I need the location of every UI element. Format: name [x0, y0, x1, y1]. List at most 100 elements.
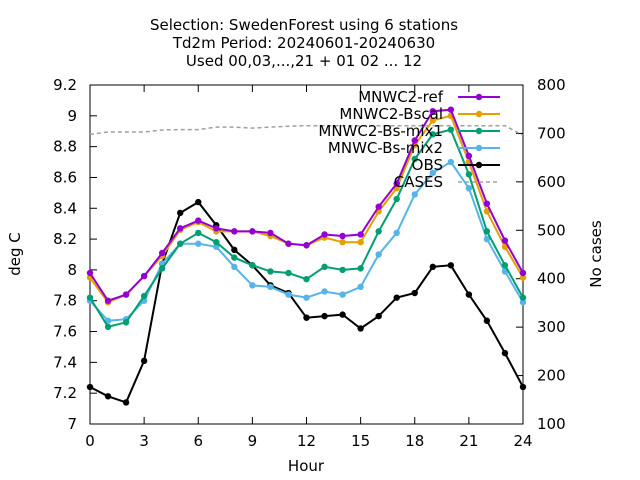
data-point-mnwc2-bs-mix1	[465, 171, 473, 178]
data-point-mnwc2-ref	[411, 137, 418, 144]
data-point-mnwc-bs-mix2	[411, 191, 418, 198]
y-tick-label: 8.2	[53, 230, 77, 248]
x-tick-label: 15	[351, 432, 370, 450]
y-tick-label: 9	[67, 107, 77, 125]
data-point-mnwc2-ref	[357, 231, 364, 238]
data-point-obs	[339, 311, 346, 318]
data-point-mnwc2-bscal	[519, 274, 527, 281]
data-point-obs	[122, 399, 130, 406]
data-point-mnwc-bs-mix2	[285, 291, 292, 298]
series-obs	[86, 198, 527, 406]
data-point-mnwc2-bs-mix1	[357, 265, 364, 272]
data-point-mnwc2-bscal	[429, 117, 436, 124]
data-point-mnwc2-bs-mix1	[285, 269, 292, 277]
data-point-mnwc2-ref	[465, 152, 473, 160]
data-point-obs	[501, 349, 509, 357]
data-point-mnwc2-ref	[447, 106, 455, 113]
data-point-obs	[321, 312, 328, 320]
data-point-mnwc2-bs-mix1	[158, 265, 166, 272]
data-point-mnwc2-bs-mix1	[86, 294, 94, 301]
data-point-mnwc2-bs-mix1	[104, 323, 112, 331]
data-point-mnwc2-bs-mix1	[393, 195, 400, 203]
y-tick-label: 7.6	[53, 323, 77, 341]
series-layer	[86, 106, 527, 406]
data-point-mnwc-bs-mix2	[519, 299, 527, 306]
data-point-mnwc2-ref	[285, 240, 292, 247]
data-point-mnwc2-ref	[501, 237, 509, 244]
chart-title-line-2: Td2m Period: 20240601-20240630	[172, 34, 435, 52]
y-tick-label: 7.4	[53, 353, 77, 371]
data-point-obs	[303, 314, 310, 321]
y2-tick-label: 700	[537, 124, 566, 142]
data-point-obs	[375, 312, 382, 320]
data-point-mnwc2-bscal	[357, 238, 364, 246]
series-mnwc2-bs-mix1	[86, 126, 527, 331]
y-tick-label: 8.4	[53, 199, 77, 217]
legend-label-mnwc2-bs-mix1: MNWC2-Bs-mix1	[318, 122, 443, 140]
data-point-mnwc2-ref	[321, 231, 328, 238]
legend-marker-mnwc-bs-mix2	[475, 144, 483, 152]
y2-tick-label: 300	[537, 318, 566, 336]
chart-title: Selection: SwedenForest using 6 stations…	[150, 16, 458, 70]
data-point-mnwc2-bs-mix1	[375, 228, 382, 235]
legend-label-mnwc2-bscal: MNWC2-Bscal	[339, 105, 443, 123]
data-point-mnwc2-bs-mix1	[303, 275, 310, 283]
y-axis-label: deg C	[6, 232, 24, 276]
data-point-obs	[447, 262, 455, 269]
data-point-mnwc2-ref	[339, 232, 346, 240]
legend-marker-mnwc2-ref	[475, 93, 483, 101]
data-point-mnwc2-ref	[140, 272, 148, 280]
data-point-mnwc2-ref	[519, 269, 527, 277]
y2-tick-label: 400	[537, 270, 566, 288]
data-point-mnwc2-bs-mix1	[195, 229, 202, 237]
legend: MNWC2-refMNWC2-BscalMNWC2-Bs-mix1MNWC-Bs…	[318, 88, 500, 191]
y-tick-label: 9.2	[53, 76, 77, 94]
data-point-mnwc2-bs-mix1	[519, 294, 527, 301]
data-point-obs	[429, 263, 436, 271]
series-line-cases	[89, 124, 524, 137]
x-axis-label: Hour	[288, 457, 325, 475]
series-cases	[89, 124, 524, 137]
data-point-mnwc2-bs-mix1	[213, 238, 220, 246]
y-tick-label: 8.8	[53, 138, 77, 156]
data-point-mnwc-bs-mix2	[321, 288, 328, 295]
data-point-mnwc2-ref	[375, 203, 382, 210]
data-point-obs	[465, 291, 473, 298]
x-tick-label: 9	[248, 432, 258, 450]
data-point-mnwc2-bs-mix1	[447, 126, 455, 133]
data-point-mnwc2-ref	[249, 228, 256, 235]
series-line-mnwc2-bscal	[89, 114, 524, 304]
legend-marker-obs	[475, 161, 483, 169]
data-point-mnwc2-bs-mix1	[140, 292, 148, 300]
data-point-obs	[483, 317, 491, 324]
y2-tick-label: 200	[537, 367, 566, 385]
x-tick-label: 6	[193, 432, 203, 450]
data-point-mnwc2-ref	[483, 200, 491, 207]
data-point-mnwc-bs-mix2	[339, 291, 346, 298]
y-tick-label: 7.2	[53, 384, 77, 402]
data-point-mnwc2-bs-mix1	[321, 263, 328, 271]
data-point-mnwc2-bscal	[483, 208, 491, 215]
data-point-mnwc2-ref	[104, 297, 112, 304]
data-point-obs	[519, 383, 527, 391]
data-point-mnwc2-ref	[429, 107, 436, 115]
data-point-mnwc2-ref	[86, 269, 94, 277]
data-point-mnwc2-ref	[231, 228, 238, 235]
data-point-mnwc-bs-mix2	[303, 294, 310, 301]
y-tick-label: 8	[67, 261, 77, 279]
y-tick-label: 7.8	[53, 292, 77, 310]
x-tick-label: 21	[459, 432, 478, 450]
data-point-mnwc-bs-mix2	[447, 158, 455, 166]
y2-tick-label: 100	[537, 415, 566, 433]
data-point-mnwc2-ref	[195, 217, 202, 224]
data-point-mnwc-bs-mix2	[375, 251, 382, 258]
data-point-obs	[393, 294, 400, 301]
data-point-mnwc2-bs-mix1	[177, 240, 184, 247]
data-point-mnwc2-ref	[303, 242, 310, 249]
data-point-mnwc2-ref	[122, 291, 130, 298]
data-point-mnwc2-bs-mix1	[339, 266, 346, 274]
y-tick-label: 8.6	[53, 168, 77, 186]
data-point-mnwc-bs-mix2	[393, 229, 400, 237]
x-tick-label: 0	[85, 432, 95, 450]
